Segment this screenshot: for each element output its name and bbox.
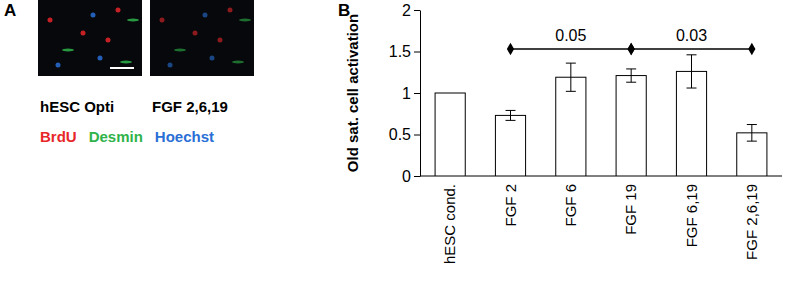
error-bar-cap xyxy=(626,68,636,69)
error-bar-stem xyxy=(570,63,571,91)
y-tick: 1 xyxy=(402,85,420,102)
cell xyxy=(56,63,61,68)
bar xyxy=(435,93,465,176)
stain-label: Desmin xyxy=(89,128,143,145)
scale-bar xyxy=(110,67,134,69)
significance-bracket: 0.05 xyxy=(507,27,635,55)
y-tick-mark xyxy=(414,10,420,11)
p-value: 0.05 xyxy=(555,27,586,44)
image-caption: hESC Opti xyxy=(40,98,114,115)
error-bar-cap xyxy=(566,63,576,64)
cell xyxy=(218,38,223,43)
x-tick: FGF 2,6,19 xyxy=(743,184,760,260)
cell xyxy=(160,18,165,23)
x-tick-label: FGF 2 xyxy=(502,184,519,227)
cell xyxy=(120,61,132,64)
bar xyxy=(556,77,586,176)
y-tick-label: 1.5 xyxy=(389,43,411,60)
panel-label: A xyxy=(4,1,16,20)
figure: AhESC OptiFGF 2,6,19BrdUDesminHoechstB00… xyxy=(0,0,785,296)
cell xyxy=(168,63,173,68)
bracket-end xyxy=(748,43,755,55)
error-bar xyxy=(566,63,576,91)
cell xyxy=(91,13,96,18)
cell xyxy=(210,56,215,61)
x-tick: FGF 2 xyxy=(502,184,519,227)
cell xyxy=(62,49,74,52)
image-caption: FGF 2,6,19 xyxy=(152,98,228,115)
y-axis-line xyxy=(420,11,421,177)
error-bar xyxy=(747,125,757,142)
cell xyxy=(106,38,111,43)
cell xyxy=(48,18,53,23)
bracket-end xyxy=(507,43,514,55)
bracket-line xyxy=(631,48,752,50)
y-tick-label: 1 xyxy=(402,85,411,102)
y-tick-mark xyxy=(414,176,420,177)
error-bar-cap xyxy=(506,110,516,111)
y-tick: 2 xyxy=(402,2,420,19)
y-tick-label: 0.5 xyxy=(389,126,411,143)
error-bar-cap xyxy=(626,82,636,83)
stain-label: Hoechst xyxy=(155,128,214,145)
error-bar-cap xyxy=(506,120,516,121)
cell xyxy=(98,56,103,61)
micrograph xyxy=(150,0,254,76)
y-tick: 0.5 xyxy=(389,126,420,143)
cell xyxy=(116,8,121,13)
y-tick-mark xyxy=(414,93,420,94)
x-tick-label: FGF 2,6,19 xyxy=(743,184,760,260)
bracket-end xyxy=(628,43,635,55)
error-bar-cap xyxy=(687,54,697,55)
error-bar xyxy=(506,110,516,120)
error-bar-cap xyxy=(687,88,697,89)
p-value: 0.03 xyxy=(676,27,707,44)
y-axis: 0 0.5 1 1.5 2 xyxy=(389,2,421,185)
cell xyxy=(232,61,244,64)
error-bar-stem xyxy=(631,69,632,82)
micrograph xyxy=(38,0,142,76)
error-bar-stem xyxy=(510,110,511,120)
micrograph-cells xyxy=(48,8,140,68)
cell xyxy=(127,19,139,22)
y-tick-mark xyxy=(414,135,420,136)
significance-bracket: 0.03 xyxy=(628,27,756,55)
error-bar xyxy=(626,69,636,82)
bracket-line xyxy=(511,48,632,50)
y-tick: 1.5 xyxy=(389,43,420,60)
x-axis-line xyxy=(420,176,782,177)
error-bar-stem xyxy=(691,55,692,88)
cell xyxy=(239,19,251,22)
y-tick-label: 0 xyxy=(402,168,411,185)
cell xyxy=(228,8,233,13)
x-tick-label: FGF 6,19 xyxy=(683,184,700,247)
x-tick-label: hESC cond. xyxy=(441,184,458,264)
cell xyxy=(203,13,208,18)
stain-label: BrdU xyxy=(40,128,77,145)
cell xyxy=(81,31,86,36)
error-bar-cap xyxy=(747,141,757,142)
x-tick: FGF 6,19 xyxy=(683,184,700,247)
x-axis: hESC cond. FGF 2 FGF 6 FGF 19 FGF 6,19 FGF 2,… xyxy=(420,176,782,264)
cell xyxy=(193,31,198,36)
error-bar-stem xyxy=(751,125,752,142)
x-tick: FGF 19 xyxy=(622,184,639,235)
y-tick-mark xyxy=(414,52,420,53)
bar xyxy=(495,115,525,176)
y-axis-title: Old sat. cell activation xyxy=(344,14,361,172)
x-tick: hESC cond. xyxy=(441,184,458,264)
plot-area xyxy=(435,55,767,176)
micrograph-cells xyxy=(160,8,252,68)
bar xyxy=(616,76,646,176)
x-tick: FGF 6 xyxy=(562,184,579,227)
error-bar xyxy=(687,55,697,88)
bracket-end xyxy=(628,43,635,55)
error-bar-cap xyxy=(747,124,757,125)
y-tick-label: 2 xyxy=(402,2,411,19)
x-tick-label: FGF 19 xyxy=(622,184,639,235)
x-tick-label: FGF 6 xyxy=(562,184,579,227)
y-tick: 0 xyxy=(402,168,420,185)
cell xyxy=(174,49,186,52)
error-bar-cap xyxy=(566,91,576,92)
